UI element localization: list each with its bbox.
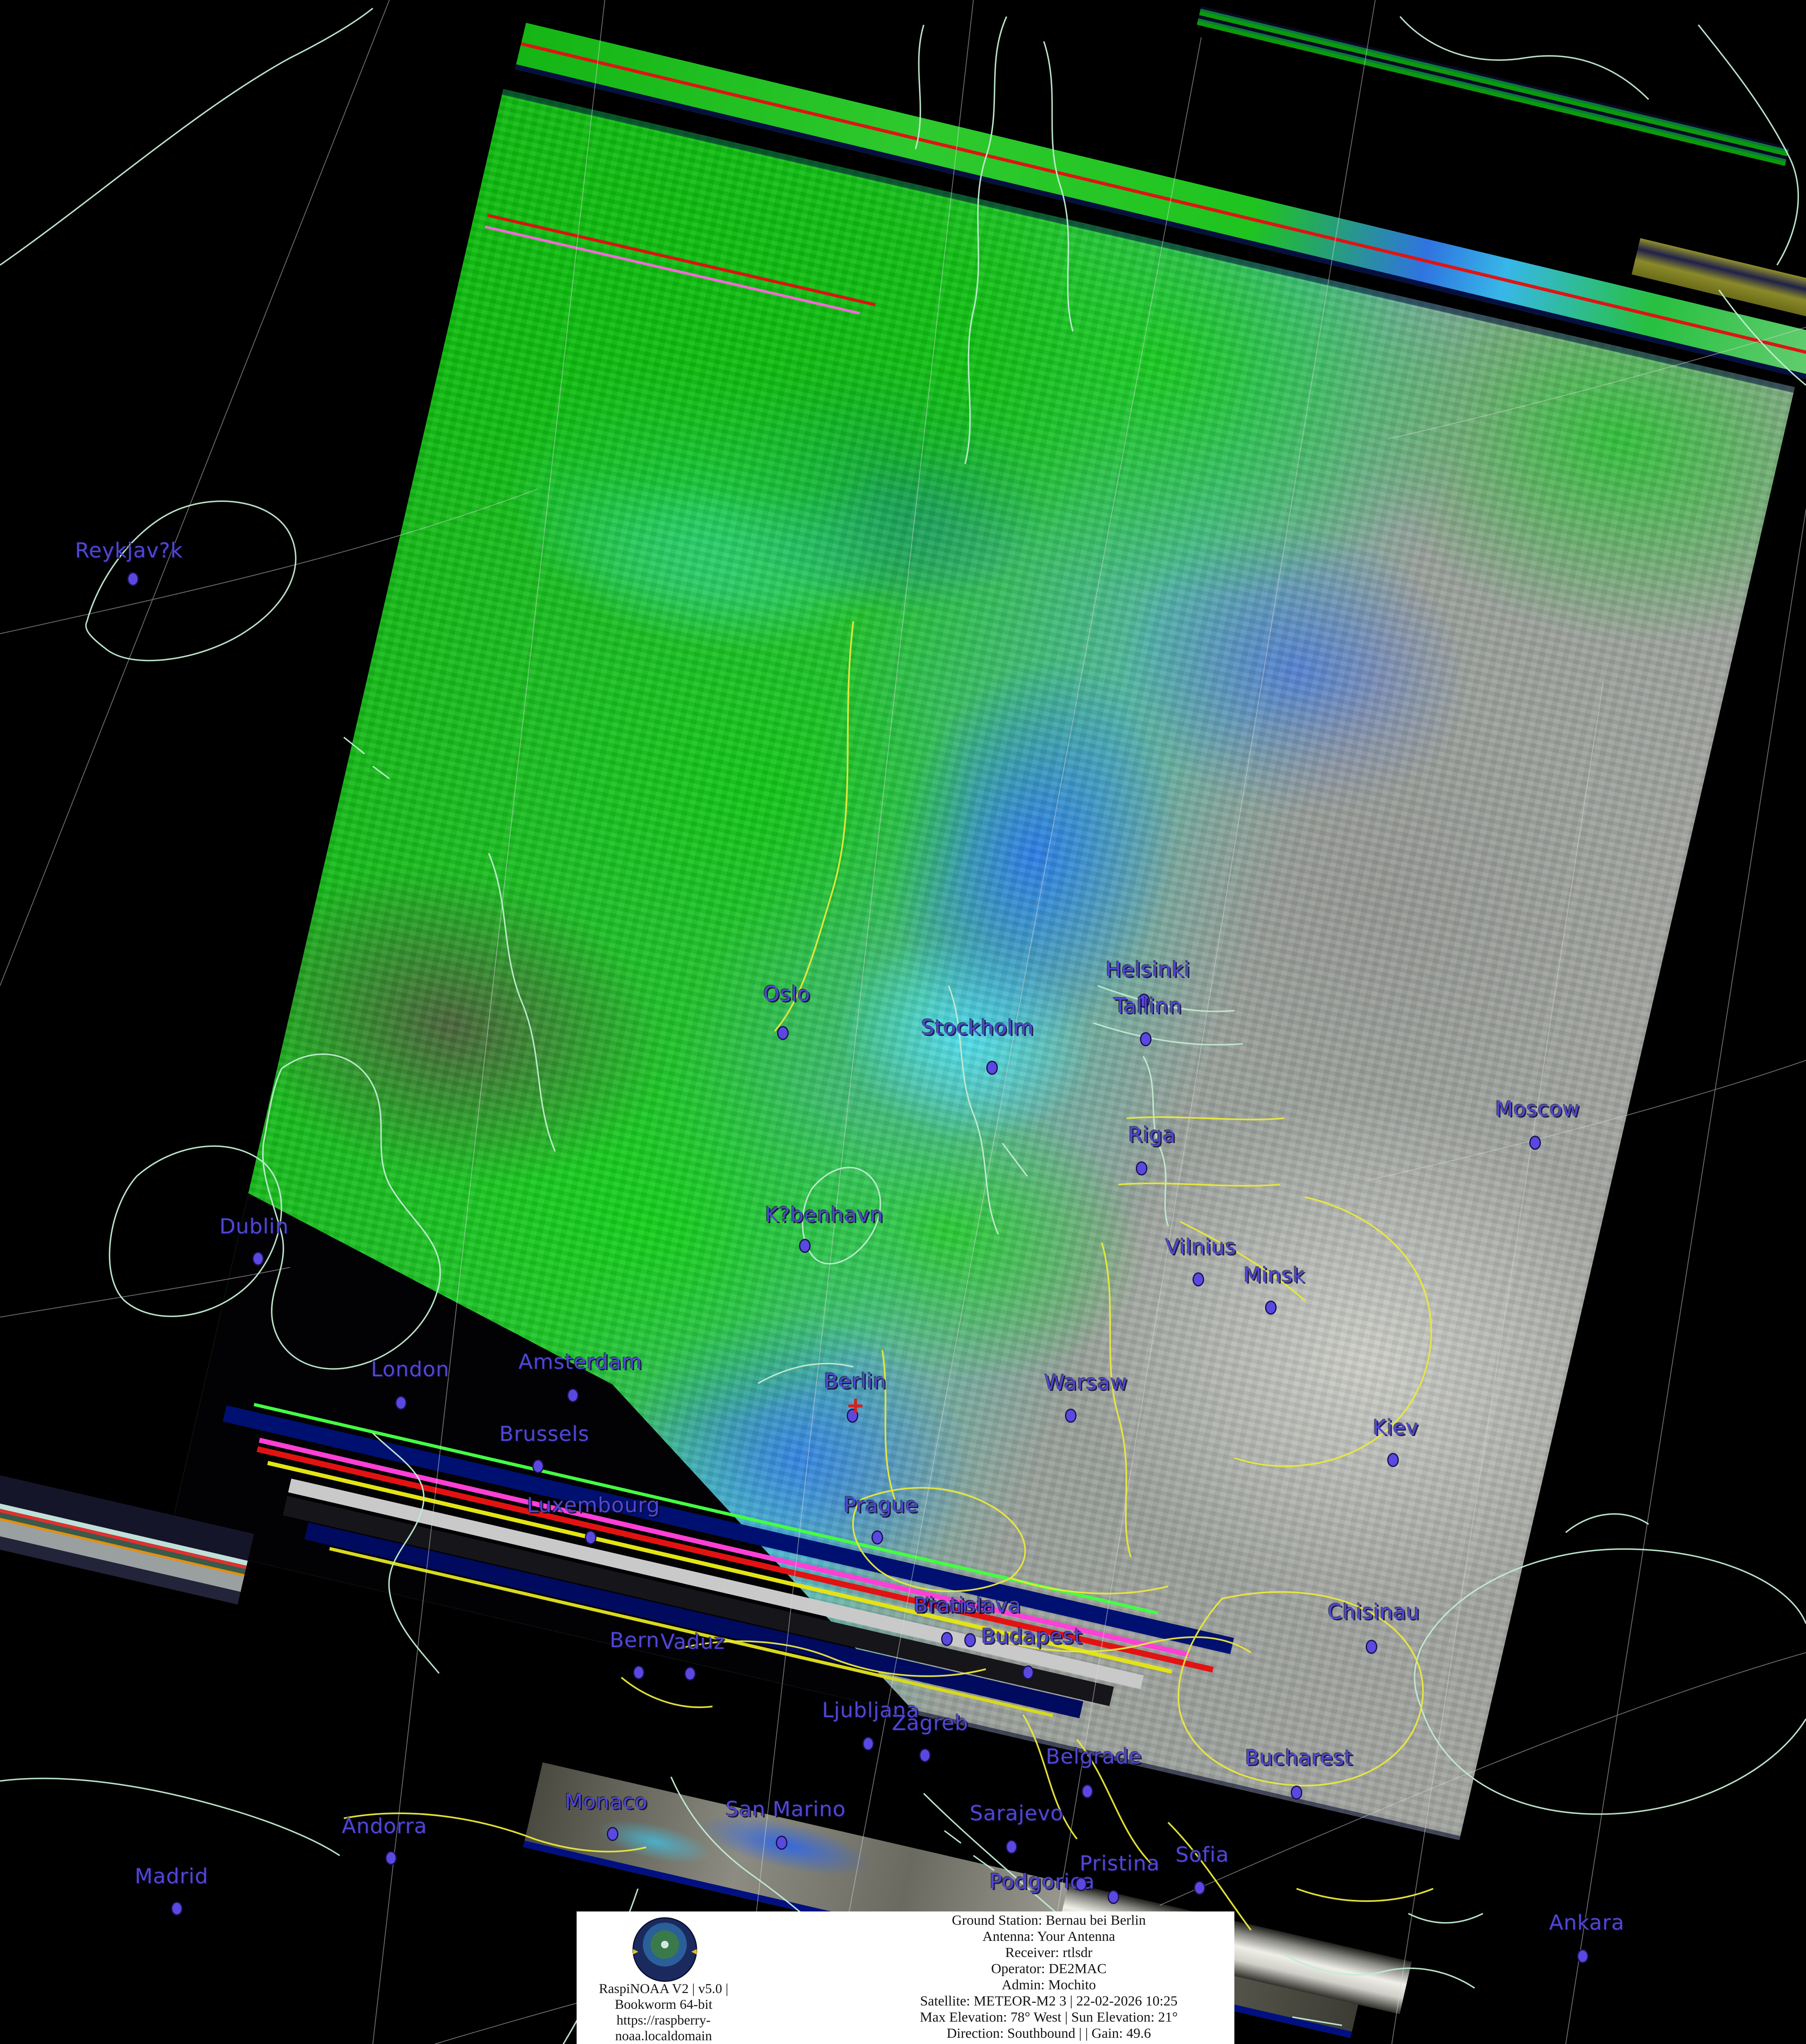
logo-arrow-icon: ▸ [633, 1945, 639, 1957]
city-label-monaco: Monaco [565, 1789, 648, 1814]
city-dot-tallinn [1140, 1032, 1152, 1047]
city-label-ankara: Ankara [1549, 1911, 1625, 1935]
city-label-riga: Riga [1128, 1122, 1176, 1147]
city-label-bratislava: Bratislava [913, 1593, 1021, 1618]
city-label-minsk: Minsk [1243, 1263, 1306, 1288]
city-dot-amsterdam [567, 1388, 579, 1402]
elevation-info: Max Elevation: 78° West | Sun Elevation:… [920, 2010, 1178, 2025]
city-dot-bratislava [964, 1633, 976, 1648]
city-label-belgrade: Belgrade [1045, 1744, 1142, 1769]
city-label-sofia: Sofia [1175, 1842, 1229, 1867]
logo-arrow-icon: ◂ [691, 1945, 697, 1957]
city-dot-london [395, 1396, 407, 1410]
city-label-ljubljana: Ljubljana [822, 1698, 920, 1722]
raspinoaa-logo-icon: ▸ ◂ [633, 1917, 697, 1982]
city-dot-minsk [1265, 1300, 1277, 1315]
city-dot-podgorica [1075, 1877, 1087, 1892]
city-label-bern: Bern [609, 1628, 660, 1653]
city-label-madrid: Madrid [135, 1864, 209, 1889]
satellite-pass: Satellite: METEOR-M2 3 | 22-02-2026 10:2… [920, 1993, 1178, 2009]
city-dot-sofia [1194, 1881, 1206, 1895]
os-version: Bookworm 64-bit [615, 1997, 712, 2012]
city-dot-reykjav-k [127, 572, 139, 586]
city-label-helsinki: Helsinki [1106, 958, 1191, 982]
admin: Admin: Mochito [1002, 1977, 1096, 1993]
city-label-san-marino: San Marino [725, 1797, 846, 1822]
city-dot-chisinau [1365, 1640, 1377, 1654]
city-label-k-benhavn: K?benhavn [765, 1202, 884, 1227]
footer-left-column: ▸ ◂ RaspiNOAA V2 | v5.0 | Bookworm 64-bi… [577, 1911, 751, 2044]
city-dot-zagreb [919, 1748, 931, 1762]
city-dot-vilnius [1193, 1272, 1205, 1286]
city-label-brussels: Brussels [499, 1422, 589, 1446]
city-label-zagreb: Zagreb [892, 1711, 968, 1735]
city-dot-madrid [171, 1902, 183, 1916]
city-dot-belgrade [1082, 1784, 1094, 1798]
footer-right-column: Ground Station: Bernau bei Berlin Antenn… [867, 1912, 1231, 2042]
city-dot-kiev [1387, 1453, 1399, 1467]
city-label-moscow: Moscow [1495, 1097, 1580, 1121]
city-dot-budapest [1022, 1665, 1034, 1680]
city-dot-warsaw [1065, 1409, 1077, 1423]
city-label-budapest: Budapest [981, 1624, 1083, 1648]
city-label-vienna: Vienna [915, 1593, 989, 1618]
city-label-reykjav-k: Reykjav?k [75, 538, 183, 563]
city-label-bucharest: Bucharest [1245, 1745, 1353, 1770]
city-dot-pristina [1107, 1890, 1119, 1904]
city-dot-ljubljana [862, 1736, 874, 1751]
city-dot-bern [633, 1665, 645, 1680]
receiver: Receiver: rtlsdr [1005, 1945, 1093, 1960]
city-label-warsaw: Warsaw [1044, 1370, 1128, 1395]
city-label-dublin: Dublin [219, 1214, 289, 1238]
city-dot-andorra [385, 1851, 397, 1865]
city-label-chisinau: Chisinau [1328, 1600, 1420, 1624]
city-dot-monaco [607, 1827, 619, 1841]
city-dot-helsinki [1138, 994, 1150, 1008]
ground-station-marker-icon [848, 1398, 862, 1413]
city-label-berlin: Berlin [824, 1369, 887, 1393]
city-dot-vaduz [684, 1667, 696, 1681]
city-dot-riga [1135, 1161, 1147, 1175]
city-dot-oslo [777, 1026, 789, 1040]
operator: Operator: DE2MAC [991, 1961, 1107, 1976]
station-url-line1: https://raspberry- [616, 2013, 711, 2028]
direction-gain: Direction: Southbound | | Gain: 49.6 [946, 2026, 1151, 2041]
city-dot-brussels [532, 1459, 544, 1474]
city-dot-san-marino [776, 1836, 788, 1850]
city-label-andorra: Andorra [342, 1814, 427, 1838]
city-label-vilnius: Vilnius [1165, 1235, 1236, 1259]
city-label-amsterdam: Amsterdam [518, 1349, 642, 1374]
station-url-line2: noaa.localdomain [615, 2029, 712, 2044]
city-dot-stockholm [986, 1061, 998, 1075]
software-version: RaspiNOAA V2 | v5.0 | [599, 1981, 729, 1996]
city-label-vaduz: Vaduz [660, 1629, 725, 1654]
city-dot-moscow [1529, 1135, 1541, 1150]
city-label-london: London [371, 1357, 449, 1382]
city-dot-luxembourg [585, 1530, 597, 1544]
city-label-tallinn: Tallinn [1114, 994, 1183, 1018]
city-dot-ankara [1577, 1949, 1589, 1964]
city-label-oslo: Oslo [763, 982, 811, 1006]
country-border-paths [343, 621, 1434, 1931]
city-label-pristina: Pristina [1079, 1851, 1160, 1876]
city-dot-vienna [941, 1632, 953, 1646]
capture-info-footer: ▸ ◂ RaspiNOAA V2 | v5.0 | Bookworm 64-bi… [577, 1911, 1234, 2044]
city-dot-bucharest [1291, 1785, 1303, 1800]
city-label-prague: Prague [843, 1493, 919, 1517]
city-dot-k-benhavn [799, 1238, 811, 1253]
city-label-sarajevo: Sarajevo [970, 1801, 1064, 1825]
city-dot-prague [871, 1530, 883, 1544]
city-dot-dublin [252, 1251, 264, 1266]
city-dot-sarajevo [1005, 1839, 1017, 1854]
city-label-stockholm: Stockholm [921, 1016, 1034, 1040]
city-label-luxembourg: Luxembourg [526, 1493, 660, 1517]
city-label-kiev: Kiev [1373, 1415, 1419, 1440]
antenna: Antenna: Your Antenna [982, 1929, 1115, 1944]
ground-station: Ground Station: Bernau bei Berlin [951, 1913, 1146, 1928]
